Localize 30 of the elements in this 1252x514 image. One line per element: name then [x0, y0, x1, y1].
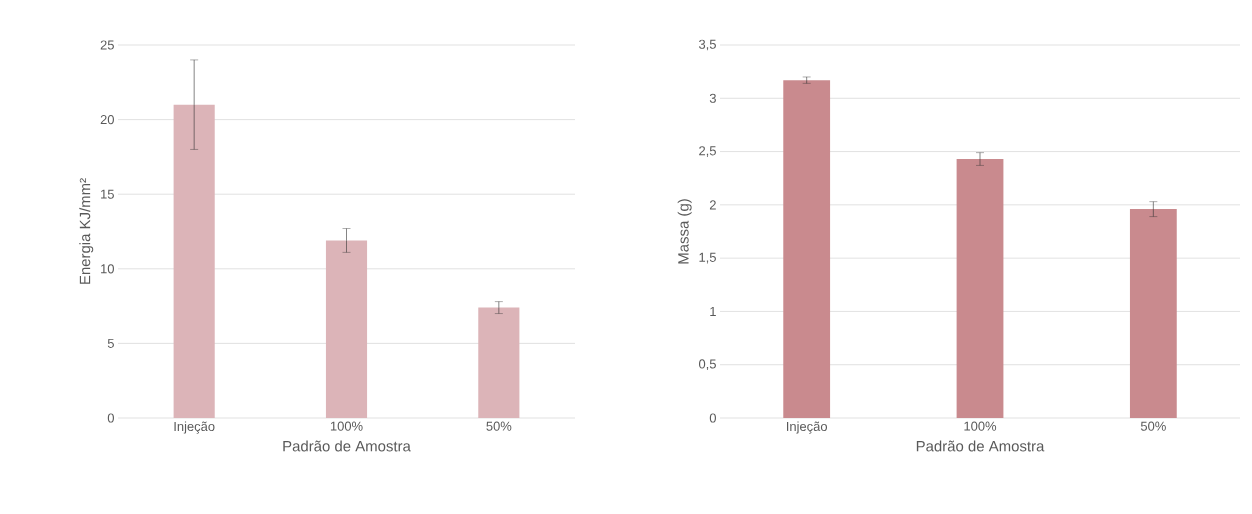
bar [783, 80, 831, 418]
y-tick-label: 3 [709, 93, 716, 103]
x-tick-label: 50% [1140, 421, 1166, 431]
y-tick-label: 0 [709, 413, 716, 423]
y-axis-title: Massa (g) [677, 199, 692, 264]
y-tick-label: 3,5 [698, 39, 716, 51]
bar [325, 240, 368, 418]
y-tick-label: 15 [101, 189, 114, 199]
x-tick-label: Injeção [174, 421, 215, 434]
y-tick-label: 0 [107, 413, 114, 423]
y-tick-label: 1,5 [699, 252, 716, 264]
y-tick-label: 25 [100, 40, 114, 50]
x-tick-label: Injeção [787, 421, 827, 434]
y-tick-label: 1 [710, 306, 716, 316]
y-tick-label: 5 [107, 338, 114, 348]
y-tick-label: 2 [709, 200, 716, 210]
y-tick-label: 2,5 [699, 146, 716, 157]
bar [956, 159, 1004, 418]
y-tick-label: 10 [101, 264, 114, 274]
x-tick-label: 50% [486, 421, 512, 431]
x-tick-label: 100% [330, 421, 363, 431]
y-tick-label: 0,5 [698, 359, 716, 371]
x-axis-title: Padrão de Amostra [283, 440, 411, 452]
x-axis-title: Padrão de Amostra [916, 440, 1045, 452]
y-tick-label: 20 [100, 115, 114, 125]
x-tick-label: 100% [964, 421, 997, 431]
bar [1129, 209, 1177, 418]
bar [173, 104, 215, 418]
y-axis-title: Energia KJ/mm² [79, 178, 94, 284]
bar [478, 307, 520, 418]
